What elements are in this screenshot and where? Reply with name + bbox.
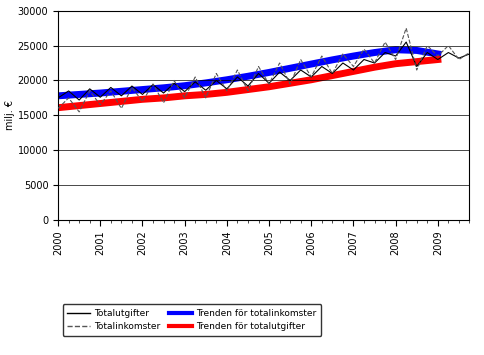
Y-axis label: milj. €: milj. € (5, 100, 15, 130)
Legend: Totalutgifter, Totalinkomster, Trenden för totalinkomster, Trenden för totalutgi: Totalutgifter, Totalinkomster, Trenden f… (62, 304, 321, 336)
